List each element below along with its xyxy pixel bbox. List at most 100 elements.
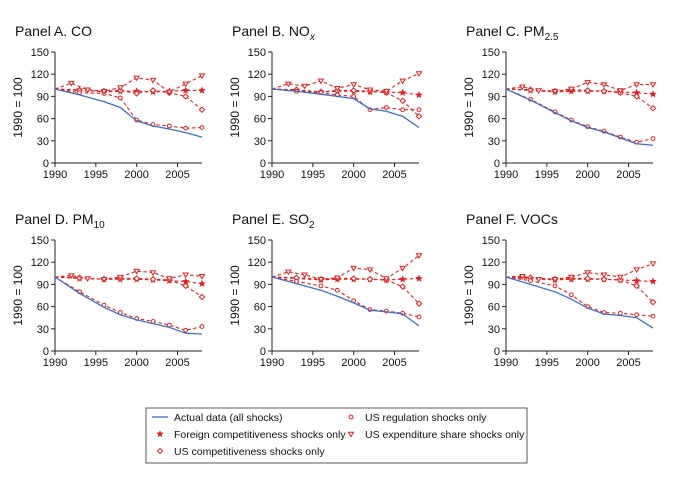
y-tick-label: 150 [482,47,500,59]
data-point [399,265,407,272]
x-tick-label: 1990 [260,169,284,181]
x-tick-label: 2000 [341,357,365,369]
x-tick-label: 1995 [301,357,325,369]
data-point [633,282,640,290]
data-point [350,87,357,94]
data-point [649,82,657,89]
data-point [350,275,357,282]
data-point [301,83,309,90]
data-point [518,274,526,280]
data-point [334,287,340,293]
y-axis-label: 1990 = 100 [462,265,476,326]
data-point [198,293,206,301]
data-point [350,82,358,89]
series-line-actual-data-all-shocks [54,88,203,138]
y-tick-label: 90 [254,279,266,291]
data-point [382,276,390,282]
y-tick-label: 0 [260,158,266,170]
x-tick-label: 1995 [84,357,108,369]
data-point [100,276,108,283]
x-tick-label: 2000 [575,169,599,181]
data-point [382,88,390,95]
panel-title: Panel E. SO2 [232,211,315,231]
series-line-actual-data-all-shocks [271,88,420,129]
x-tick-label: 2005 [616,357,640,369]
x-tick-label: 2005 [382,357,406,369]
data-point [67,273,75,280]
y-tick-label: 150 [31,235,49,247]
y-tick-label: 120 [31,69,49,81]
y-tick-label: 90 [254,91,266,103]
legend-marker-circle-icon [348,414,354,420]
x-tick-label: 2000 [124,357,148,369]
data-point [567,86,575,93]
x-tick-label: 2005 [382,169,406,181]
data-point [568,292,574,298]
x-tick-label: 1990 [494,169,518,181]
data-point [198,86,206,94]
data-point [317,78,325,85]
x-tick-label: 1995 [535,357,559,369]
x-tick-label: 1990 [260,357,284,369]
data-point [415,71,423,77]
y-tick-label: 60 [254,302,266,314]
y-tick-label: 0 [43,158,49,170]
data-point [398,88,407,96]
data-point [600,275,608,283]
x-tick-label: 2005 [165,357,189,369]
data-point [284,81,292,88]
panel-b: Panel B. NOx 0 30 60 90 120 150 1990 1995 2000 200… [228,23,423,181]
data-point [165,276,173,282]
y-axis-label: 1990 = 100 [462,77,476,138]
data-point [649,90,657,98]
y-tick-label: 150 [31,47,49,59]
data-point [617,310,623,316]
series-line-actual-data-all-shocks [505,276,654,329]
series-line-actual-data-all-shocks [271,276,420,327]
series-line-us-competitiveness-shocks-only [271,88,420,117]
data-point [415,253,423,260]
y-tick-label: 0 [494,158,500,170]
data-point [183,125,189,131]
data-point [301,272,309,279]
data-point [318,283,324,289]
data-point [166,123,172,129]
legend-marker-tri-icon [347,431,355,438]
data-point [333,275,341,282]
series-line-us-expenditure-share-shocks-only [54,270,203,280]
data-point [181,86,190,94]
data-point [198,279,206,287]
panel-title: Panel F. VOCs [466,211,558,227]
data-point [399,97,406,105]
data-point [527,86,534,94]
data-point [399,78,407,85]
data-point [198,106,206,114]
series-line-us-competitiveness-shocks-only [505,276,654,303]
data-point [182,93,189,100]
panel-title: Panel A. CO [15,23,92,39]
y-tick-label: 120 [248,69,266,81]
data-point [366,267,374,274]
series-line-foreign-competitiveness-shocks-only [271,276,420,281]
y-tick-label: 90 [37,91,49,103]
series-line-us-competitiveness-shocks-only [54,88,203,111]
y-tick-label: 150 [248,47,266,59]
y-axis-label: 1990 = 100 [228,265,242,326]
data-point [351,94,357,99]
panel-a: Panel A. CO 0 30 60 90 120 150 1990 1995 2000 2005… [11,23,206,181]
series-line-us-expenditure-share-shocks-only [271,255,420,280]
data-point [116,274,124,281]
legend-box [145,407,528,464]
data-point [551,276,559,283]
legend-label: Foreign competitiveness shocks only [174,429,346,441]
legend-item: Actual data (all shocks) [152,412,283,424]
data-point [649,104,657,112]
data-point [634,312,640,318]
data-point [182,272,190,279]
data-point [133,268,141,275]
y-tick-label: 30 [488,136,500,148]
x-tick-label: 2000 [341,169,365,181]
series-line-us-competitiveness-shocks-only [54,276,203,298]
legend-item: US expenditure share shocks only [347,429,525,441]
